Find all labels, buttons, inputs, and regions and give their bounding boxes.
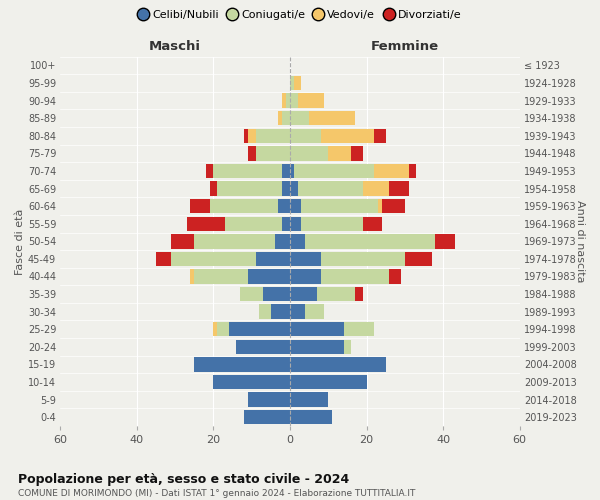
Bar [286, 94, 290, 108]
Bar [290, 182, 298, 196]
Text: Femmine: Femmine [371, 40, 439, 53]
Bar [290, 252, 320, 266]
Bar [320, 270, 389, 283]
Bar [290, 128, 320, 143]
Bar [290, 340, 344, 354]
Bar [156, 252, 172, 266]
Bar [240, 287, 263, 302]
Text: Popolazione per età, sesso e stato civile - 2024: Popolazione per età, sesso e stato civil… [18, 472, 349, 486]
Bar [209, 199, 278, 214]
Bar [290, 94, 298, 108]
Bar [271, 304, 290, 319]
Bar [362, 182, 389, 196]
Bar [305, 234, 436, 248]
Bar [283, 94, 286, 108]
Bar [214, 375, 290, 389]
Bar [378, 199, 382, 214]
Text: Maschi: Maschi [149, 40, 201, 53]
Bar [259, 304, 271, 319]
Bar [382, 199, 405, 214]
Bar [278, 199, 290, 214]
Bar [294, 164, 374, 178]
Bar [290, 375, 367, 389]
Bar [317, 287, 355, 302]
Bar [344, 322, 374, 336]
Bar [248, 392, 290, 407]
Bar [362, 216, 382, 231]
Bar [298, 94, 325, 108]
Bar [290, 287, 317, 302]
Bar [283, 164, 290, 178]
Bar [290, 357, 386, 372]
Bar [229, 322, 290, 336]
Bar [290, 76, 294, 90]
Bar [298, 182, 362, 196]
Bar [236, 340, 290, 354]
Bar [290, 199, 301, 214]
Bar [248, 146, 256, 160]
Bar [290, 270, 320, 283]
Bar [290, 146, 328, 160]
Bar [344, 340, 351, 354]
Bar [275, 234, 290, 248]
Bar [290, 410, 332, 424]
Bar [294, 76, 301, 90]
Bar [283, 111, 290, 126]
Bar [256, 252, 290, 266]
Bar [351, 146, 362, 160]
Bar [290, 216, 301, 231]
Bar [290, 164, 294, 178]
Bar [244, 128, 248, 143]
Bar [209, 182, 217, 196]
Bar [290, 392, 328, 407]
Bar [283, 182, 290, 196]
Bar [256, 146, 290, 160]
Y-axis label: Anni di nascita: Anni di nascita [575, 200, 585, 282]
Bar [436, 234, 455, 248]
Bar [263, 287, 290, 302]
Bar [305, 304, 325, 319]
Bar [217, 322, 229, 336]
Bar [409, 164, 416, 178]
Bar [309, 111, 355, 126]
Bar [290, 111, 309, 126]
Bar [194, 357, 290, 372]
Bar [301, 199, 378, 214]
Bar [172, 252, 256, 266]
Bar [190, 270, 194, 283]
Bar [290, 234, 305, 248]
Bar [194, 270, 248, 283]
Bar [194, 234, 275, 248]
Bar [217, 182, 283, 196]
Y-axis label: Fasce di età: Fasce di età [15, 208, 25, 274]
Bar [244, 410, 290, 424]
Bar [389, 270, 401, 283]
Bar [214, 322, 217, 336]
Bar [320, 128, 374, 143]
Bar [320, 252, 405, 266]
Bar [248, 270, 290, 283]
Bar [214, 164, 283, 178]
Bar [278, 111, 283, 126]
Bar [301, 216, 362, 231]
Bar [283, 216, 290, 231]
Bar [405, 252, 431, 266]
Bar [225, 216, 283, 231]
Legend: Celibi/Nubili, Coniugati/e, Vedovi/e, Divorziati/e: Celibi/Nubili, Coniugati/e, Vedovi/e, Di… [134, 6, 466, 25]
Bar [248, 128, 256, 143]
Bar [187, 216, 225, 231]
Bar [374, 164, 409, 178]
Bar [172, 234, 194, 248]
Bar [355, 287, 362, 302]
Bar [256, 128, 290, 143]
Bar [328, 146, 351, 160]
Bar [374, 128, 386, 143]
Bar [389, 182, 409, 196]
Text: COMUNE DI MORIMONDO (MI) - Dati ISTAT 1° gennaio 2024 - Elaborazione TUTTITALIA.: COMUNE DI MORIMONDO (MI) - Dati ISTAT 1°… [18, 489, 415, 498]
Bar [190, 199, 209, 214]
Bar [206, 164, 214, 178]
Bar [290, 304, 305, 319]
Bar [290, 322, 344, 336]
